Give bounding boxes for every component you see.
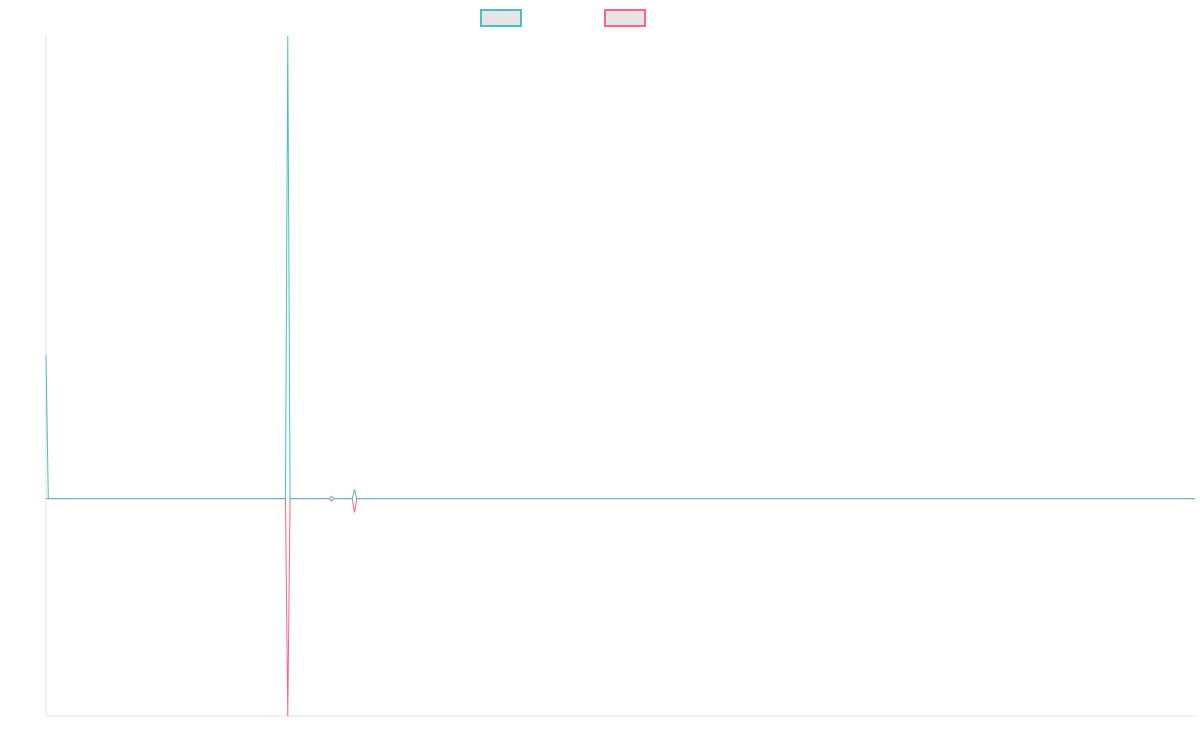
legend	[0, 9, 1200, 27]
legend-swatch-series-2	[604, 9, 646, 27]
legend-item-series-1[interactable]	[480, 9, 528, 27]
legend-item-series-2[interactable]	[604, 9, 652, 27]
series-line-2	[46, 498, 1195, 717]
series-line-1	[45, 35, 1195, 500]
legend-swatch-series-1	[480, 9, 522, 27]
